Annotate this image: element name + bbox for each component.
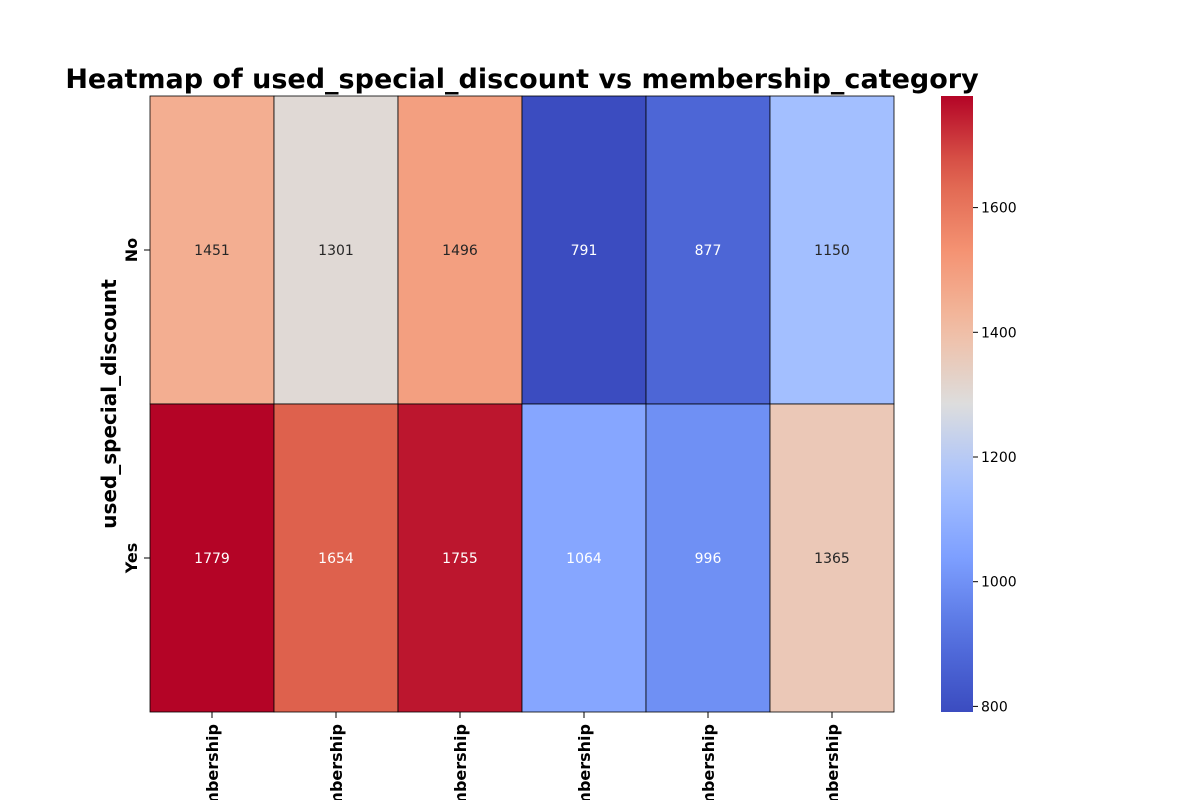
cell-value-label: 996 xyxy=(695,551,722,567)
y-axis-title: used_special_discount xyxy=(97,279,121,529)
colorbar-tick-label: 1600 xyxy=(981,201,1017,217)
x-tick-label: mbership xyxy=(203,724,222,800)
cell-value-label: 1496 xyxy=(442,243,478,259)
colorbar-gradient xyxy=(941,96,973,712)
colorbar: 800 1000 1200 1400 1600 xyxy=(941,96,1017,715)
cell-value-label: 1654 xyxy=(318,551,354,567)
heatmap-cells: 1451 1301 1496 791 877 1150 1779 1654 1755 1064 99… xyxy=(149,95,895,713)
cell-value-label: 1779 xyxy=(194,551,230,567)
cell-value-label: 1365 xyxy=(814,551,850,567)
x-tick-label: mbership xyxy=(575,724,594,800)
y-tick-label: Yes xyxy=(122,543,141,575)
colorbar-tick-label: 800 xyxy=(981,699,1008,715)
heatmap-cell xyxy=(769,95,895,405)
cell-value-label: 1301 xyxy=(318,243,354,259)
heatmap-cell xyxy=(273,403,399,713)
cell-value-label: 1150 xyxy=(814,243,850,259)
heatmap-cell xyxy=(149,403,275,713)
x-tick-label: mbership xyxy=(823,724,842,800)
heatmap-cell xyxy=(149,95,275,405)
heatmap-cell xyxy=(397,95,523,405)
cell-value-label: 1451 xyxy=(194,243,230,259)
x-tick-labels: mbership mbership mbership mbership mbership… xyxy=(203,712,842,800)
y-tick-labels: No Yes xyxy=(122,238,150,574)
heatmap-cell xyxy=(521,95,647,405)
y-tick-label: No xyxy=(122,238,141,262)
colorbar-tick-label: 1000 xyxy=(981,575,1017,591)
heatmap-cell xyxy=(521,403,647,713)
colorbar-tick-label: 1200 xyxy=(981,450,1017,466)
cell-value-label: 1755 xyxy=(442,551,478,567)
colorbar-tick-label: 1400 xyxy=(981,325,1017,341)
heatmap-cell xyxy=(645,95,771,405)
x-tick-label: mbership xyxy=(699,724,718,800)
cell-value-label: 1064 xyxy=(566,551,602,567)
x-tick-label: mbership xyxy=(451,724,470,800)
x-tick-label: mbership xyxy=(327,724,346,800)
chart-title: Heatmap of used_special_discount vs memb… xyxy=(65,64,979,95)
cell-value-label: 877 xyxy=(695,243,722,259)
heatmap-cell xyxy=(769,403,895,713)
cell-value-label: 791 xyxy=(571,243,598,259)
heatmap-cell xyxy=(273,95,399,405)
